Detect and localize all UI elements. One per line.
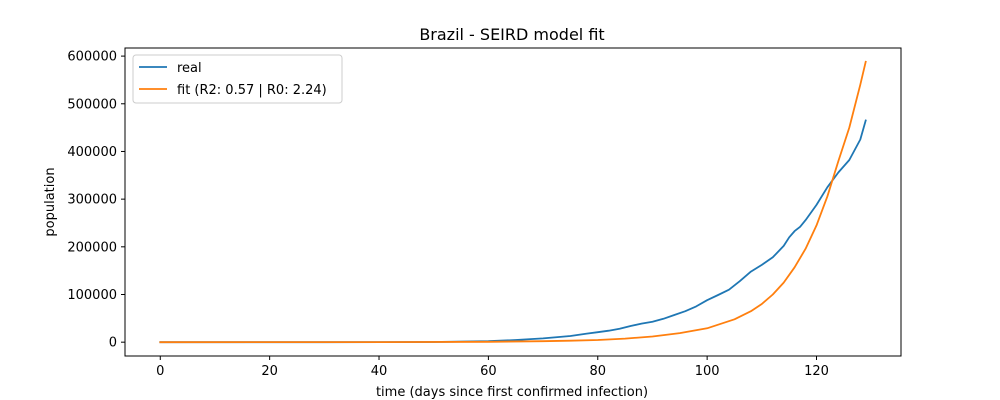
legend-entry-label: fit (R2: 0.57 | R0: 2.24) <box>177 83 327 98</box>
y-axis: 0 100000 200000 300000 400000 500000 600000 <box>67 50 125 351</box>
y-tick-label: 200000 <box>67 240 117 255</box>
chart-title: Brazil - SEIRD model fit <box>419 25 604 44</box>
legend-box <box>132 54 343 104</box>
y-tick-label: 500000 <box>67 97 117 112</box>
x-tick-label: 40 <box>371 364 388 379</box>
x-tick-label: 0 <box>156 364 164 379</box>
x-tick-label: 100 <box>695 364 720 379</box>
legend: real fit (R2: 0.57 | R0: 2.24) <box>132 54 343 104</box>
x-axis-label: time (days since first confirmed infecti… <box>376 385 648 400</box>
series-line-fit <box>159 60 867 344</box>
x-tick-label: 80 <box>589 364 606 379</box>
y-tick-label: 0 <box>109 336 117 351</box>
x-tick-label: 120 <box>804 364 829 379</box>
y-tick-label: 100000 <box>67 288 117 303</box>
plot-area-frame <box>124 47 902 357</box>
x-tick-label: 20 <box>261 364 278 379</box>
y-axis-label: population <box>43 167 58 236</box>
y-tick-label: 600000 <box>67 50 117 65</box>
y-tick-label: 400000 <box>67 145 117 160</box>
y-tick-label: 300000 <box>67 193 117 208</box>
x-axis: 0 20 40 60 80 100 120 <box>156 356 829 379</box>
series-line-real <box>159 119 867 344</box>
legend-entry-label: real <box>177 61 202 76</box>
x-tick-label: 60 <box>480 364 497 379</box>
